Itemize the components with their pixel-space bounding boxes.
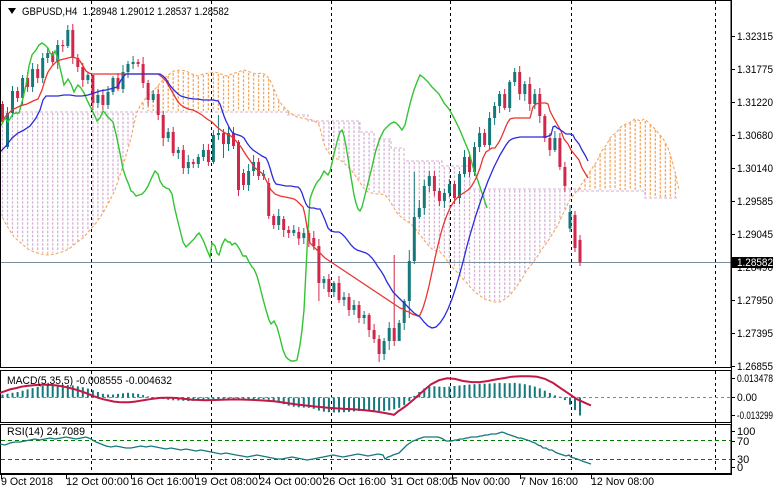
svg-text:1.26855: 1.26855 bbox=[737, 361, 773, 373]
svg-text:24 Oct 00:00: 24 Oct 00:00 bbox=[259, 476, 322, 488]
svg-text:MACD(5,35,5) -0.008555 -0.0046: MACD(5,35,5) -0.008555 -0.004632 bbox=[7, 375, 172, 387]
svg-text:-0.013299: -0.013299 bbox=[737, 410, 773, 422]
svg-text:1.30680: 1.30680 bbox=[737, 130, 773, 142]
svg-text:1.31220: 1.31220 bbox=[737, 97, 773, 109]
svg-text:1.31775: 1.31775 bbox=[737, 64, 773, 76]
svg-text:9 Oct 2018: 9 Oct 2018 bbox=[1, 476, 53, 488]
svg-text:0: 0 bbox=[737, 462, 743, 474]
svg-text:30: 30 bbox=[737, 454, 749, 466]
svg-text:0.00: 0.00 bbox=[737, 392, 757, 404]
svg-text:31 Oct 08:00: 31 Oct 08:00 bbox=[391, 476, 454, 488]
svg-text:5 Nov 00:00: 5 Nov 00:00 bbox=[452, 476, 510, 488]
svg-text:1.29585: 1.29585 bbox=[737, 196, 773, 208]
svg-text:19 Oct 08:00: 19 Oct 08:00 bbox=[195, 476, 258, 488]
svg-text:7 Nov 16:00: 7 Nov 16:00 bbox=[520, 476, 578, 488]
svg-text:1.27395: 1.27395 bbox=[737, 328, 773, 340]
svg-text:GBPUSD,H4 1.28948 1.29012 1.2: GBPUSD,H4 1.28948 1.29012 1.28537 1.2858… bbox=[22, 6, 229, 18]
svg-text:26 Oct 16:00: 26 Oct 16:00 bbox=[323, 476, 386, 488]
svg-text:1.28490: 1.28490 bbox=[737, 262, 773, 274]
svg-text:12 Oct 00:00: 12 Oct 00:00 bbox=[66, 476, 129, 488]
svg-text:70: 70 bbox=[737, 436, 749, 448]
svg-text:1.28582: 1.28582 bbox=[737, 257, 773, 269]
svg-text:1.29045: 1.29045 bbox=[737, 229, 773, 241]
svg-text:100: 100 bbox=[737, 426, 755, 438]
svg-text:12 Nov 08:00: 12 Nov 08:00 bbox=[591, 476, 654, 488]
svg-text:1.32315: 1.32315 bbox=[737, 31, 773, 43]
svg-text:16 Oct 16:00: 16 Oct 16:00 bbox=[131, 476, 194, 488]
svg-text:RSI(14) 24.7089: RSI(14) 24.7089 bbox=[7, 426, 85, 438]
svg-text:1.30140: 1.30140 bbox=[737, 163, 773, 175]
svg-text:0.013478: 0.013478 bbox=[737, 373, 773, 385]
svg-text:1.27950: 1.27950 bbox=[737, 295, 773, 307]
